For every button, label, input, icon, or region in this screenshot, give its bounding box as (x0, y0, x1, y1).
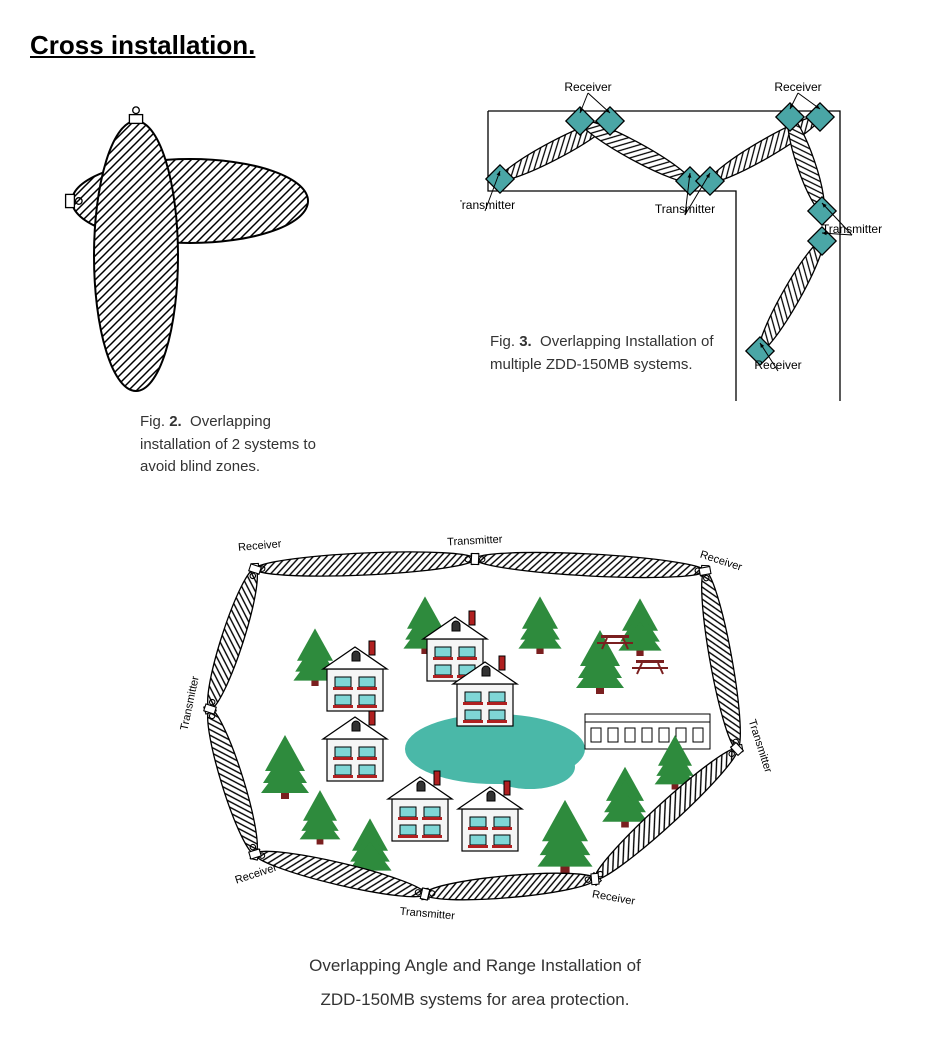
fig3-prefix: Fig. (490, 333, 519, 350)
top-row: Fig. 2. Overlapping installation of 2 sy… (30, 81, 920, 479)
fig4-caption-l1: Overlapping Angle and Range Installation… (309, 949, 641, 983)
svg-text:Transmitter: Transmitter (178, 674, 201, 731)
fig4-caption: Overlapping Angle and Range Installation… (309, 949, 641, 1017)
fig2-num: 2. (169, 413, 182, 430)
svg-text:Receiver: Receiver (754, 358, 801, 372)
figure-2: Fig. 2. Overlapping installation of 2 sy… (30, 81, 410, 479)
fig3-caption: Fig. 3. Overlapping Installation of mult… (490, 331, 740, 376)
svg-text:Transmitter: Transmitter (746, 717, 775, 774)
svg-text:Receiver: Receiver (774, 81, 821, 94)
fig4-diagram: Receiver Transmitter Receiver Transmitter Re… (145, 509, 805, 939)
svg-text:Receiver: Receiver (234, 861, 279, 886)
figure-4: Receiver Transmitter Receiver Transmitter Re… (30, 509, 920, 1017)
fig3-num: 3. (519, 333, 532, 350)
svg-text:Receiver: Receiver (591, 888, 636, 907)
svg-text:Receiver: Receiver (564, 81, 611, 94)
fig2-prefix: Fig. (140, 413, 169, 430)
svg-text:Transmitter: Transmitter (399, 905, 455, 922)
fig2-caption: Fig. 2. Overlapping installation of 2 sy… (140, 411, 320, 479)
fig2-diagram (30, 81, 310, 401)
page-title: Cross installation. (30, 30, 920, 61)
svg-text:Receiver: Receiver (238, 538, 283, 554)
figure-3: ReceiverReceiverTransmitterTransmitterTr… (460, 81, 920, 479)
fig4-caption-l2: ZDD-150MB systems for area protection. (309, 983, 641, 1017)
svg-text:Transmitter: Transmitter (447, 533, 503, 548)
